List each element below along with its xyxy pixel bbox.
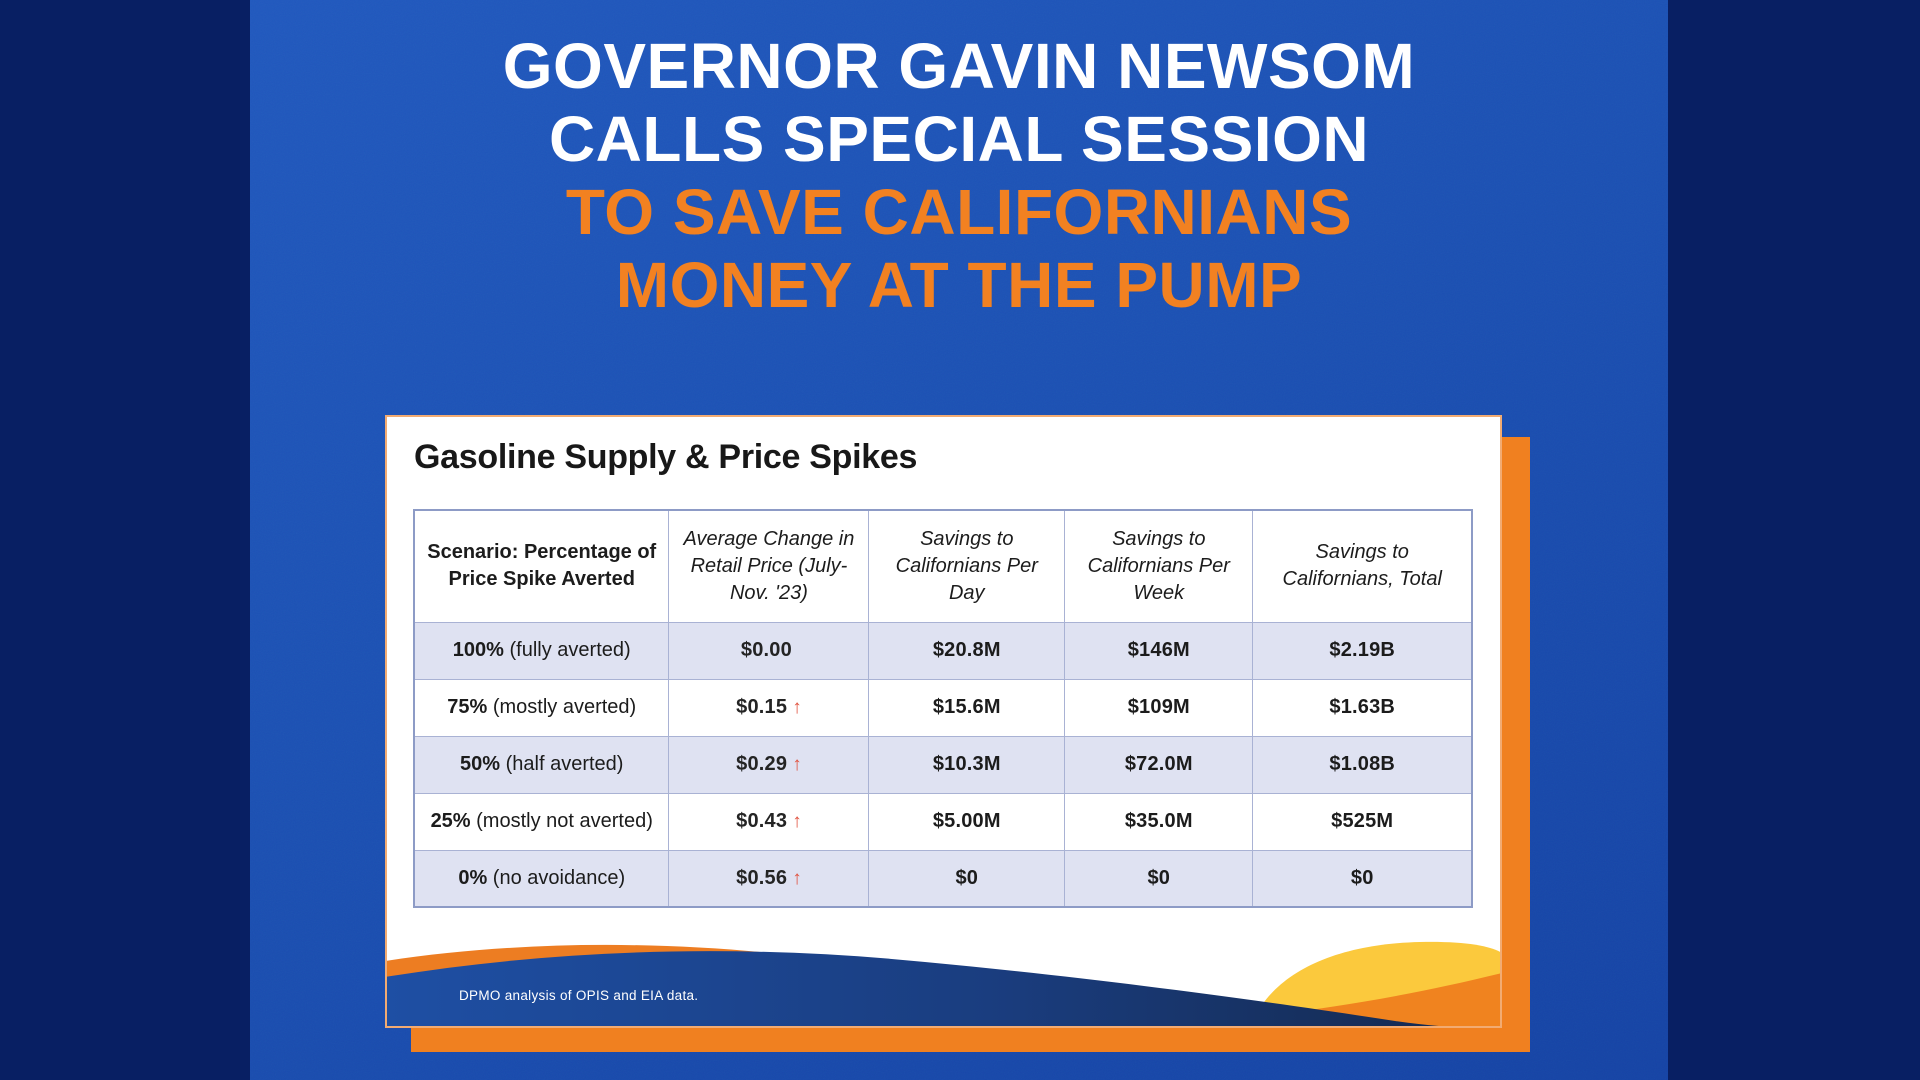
- savings-week-cell: $109M: [1064, 678, 1254, 737]
- price-change-cell: $0.15 ↑: [668, 678, 870, 737]
- headline-line-2: CALLS SPECIAL SESSION: [548, 103, 1370, 175]
- savings-week-cell: $72.0M: [1064, 735, 1254, 794]
- price-change-cell: $0.43 ↑: [668, 792, 870, 851]
- column-header: Savings to Californians, Total: [1252, 509, 1473, 623]
- data-table: Scenario: Percentage of Price Spike Aver…: [413, 509, 1473, 908]
- table-row: 100% (fully averted) $0.00 $20.8M $146M …: [413, 621, 1473, 680]
- headline: GOVERNOR GAVIN NEWSOM CALLS SPECIAL SESS…: [250, 30, 1668, 322]
- savings-total-cell: $0: [1252, 849, 1473, 908]
- info-card: Gasoline Supply & Price Spikes Scenario:…: [385, 415, 1502, 1028]
- scenario-cell: 100% (fully averted): [413, 621, 670, 680]
- price-change-cell: $0.29 ↑: [668, 735, 870, 794]
- headline-line-1: GOVERNOR GAVIN NEWSOM: [502, 30, 1416, 102]
- savings-day-cell: $20.8M: [868, 621, 1066, 680]
- table-row: 50% (half averted) $0.29 ↑ $10.3M $72.0M …: [413, 735, 1473, 794]
- savings-day-cell: $15.6M: [868, 678, 1066, 737]
- headline-line-3: TO SAVE CALIFORNIANS: [565, 176, 1353, 248]
- column-header: Scenario: Percentage of Price Spike Aver…: [413, 509, 670, 623]
- table-header: Scenario: Percentage of Price Spike Aver…: [413, 509, 1473, 623]
- footnote: DPMO analysis of OPIS and EIA data.: [459, 988, 699, 1003]
- price-change-cell: $0.00: [668, 621, 870, 680]
- up-arrow-icon: ↑: [792, 811, 802, 832]
- up-arrow-icon: ↑: [792, 867, 802, 889]
- column-header: Savings to Californians Per Day: [868, 509, 1066, 623]
- savings-total-cell: $525M: [1252, 792, 1473, 851]
- up-arrow-icon: ↑: [792, 754, 802, 775]
- scenario-cell: 75% (mostly averted): [413, 678, 670, 737]
- column-header: Savings to Californians Per Week: [1064, 509, 1254, 623]
- savings-total-cell: $2.19B: [1252, 621, 1473, 680]
- headline-line-4: MONEY AT THE PUMP: [615, 249, 1303, 321]
- scenario-cell: 0% (no avoidance): [413, 849, 670, 908]
- savings-total-cell: $1.08B: [1252, 735, 1473, 794]
- column-header: Average Change in Retail Price (July-Nov…: [668, 509, 870, 623]
- savings-day-cell: $0: [868, 849, 1066, 908]
- wave-graphic: [387, 941, 1500, 1026]
- table-row: 0% (no avoidance) $0.56 ↑ $0 $0 $0: [413, 849, 1473, 908]
- savings-total-cell: $1.63B: [1252, 678, 1473, 737]
- savings-day-cell: $10.3M: [868, 735, 1066, 794]
- scenario-cell: 25% (mostly not averted): [413, 792, 670, 851]
- card-title: Gasoline Supply & Price Spikes: [414, 438, 918, 476]
- savings-week-cell: $0: [1064, 849, 1254, 908]
- savings-week-cell: $146M: [1064, 621, 1254, 680]
- savings-week-cell: $35.0M: [1064, 792, 1254, 851]
- savings-day-cell: $5.00M: [868, 792, 1066, 851]
- table-row: 25% (mostly not averted) $0.43 ↑ $5.00M $…: [413, 792, 1473, 851]
- scenario-cell: 50% (half averted): [413, 735, 670, 794]
- table-row: 75% (mostly averted) $0.15 ↑ $15.6M $109M…: [413, 678, 1473, 737]
- up-arrow-icon: ↑: [792, 697, 802, 718]
- price-change-cell: $0.56 ↑: [668, 849, 870, 908]
